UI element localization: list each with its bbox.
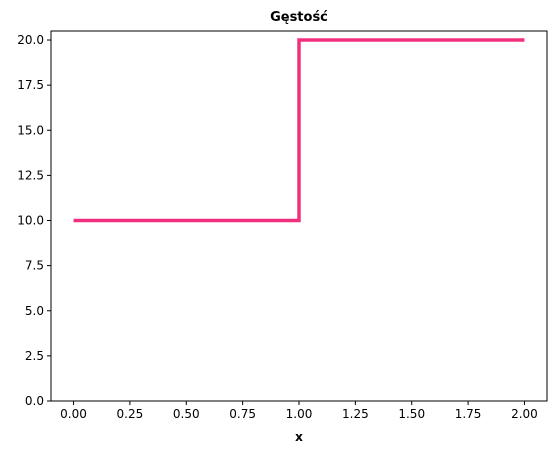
- x-tick-label: 0.00: [60, 407, 87, 421]
- x-tick-label: 0.75: [229, 407, 256, 421]
- y-axis-ticks: 0.0 2.5 5.0 7.5 10.0 12.5 15.0 17.5 20.0: [17, 33, 51, 408]
- y-tick-label: 12.5: [17, 168, 44, 182]
- y-tick-label: 5.0: [25, 304, 44, 318]
- y-tick-label: 15.0: [17, 123, 44, 137]
- x-tick-label: 1.00: [286, 407, 313, 421]
- x-tick-label: 0.50: [173, 407, 200, 421]
- series-layer: [73, 38, 525, 223]
- y-tick-label: 2.5: [25, 349, 44, 363]
- x-tick-label: 1.25: [342, 407, 369, 421]
- chart-title: Gęstość: [270, 10, 328, 25]
- y-tick-label: 7.5: [25, 259, 44, 273]
- x-axis-label: x: [295, 430, 303, 444]
- x-tick-label: 0.25: [117, 407, 144, 421]
- density-step-line: [73, 38, 525, 223]
- y-tick-label: 17.5: [17, 78, 44, 92]
- x-axis-ticks: 0.00 0.25 0.50 0.75 1.00 1.25 1.50 1.75 2.00: [60, 401, 538, 421]
- x-tick-label: 1.75: [455, 407, 482, 421]
- y-tick-label: 20.0: [17, 33, 44, 47]
- y-tick-label: 10.0: [17, 214, 44, 228]
- y-tick-label: 0.0: [25, 394, 44, 408]
- x-tick-label: 2.00: [511, 407, 538, 421]
- x-tick-label: 1.50: [398, 407, 425, 421]
